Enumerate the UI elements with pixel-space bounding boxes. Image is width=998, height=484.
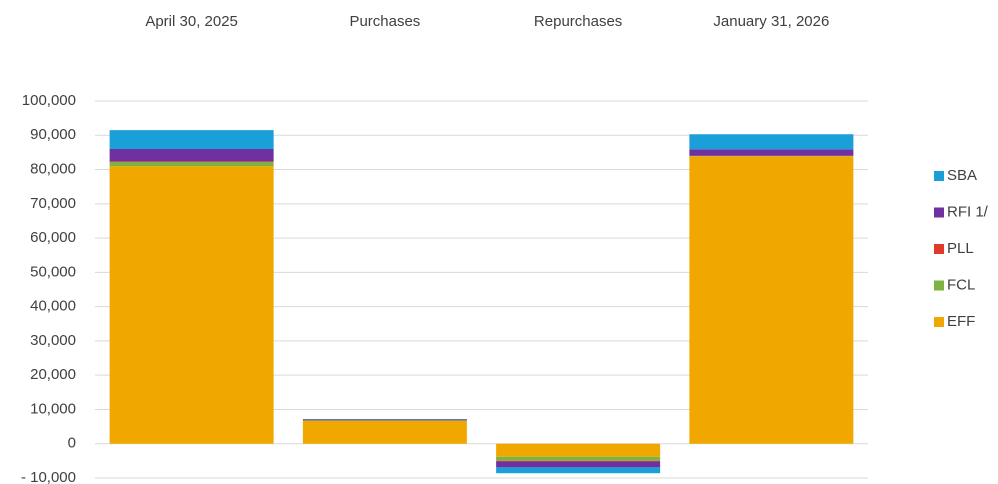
category-label: Repurchases [534, 13, 622, 30]
bar-segment [109, 162, 274, 167]
legend-label: FCL [947, 276, 975, 293]
legend-swatch [934, 280, 944, 291]
y-tick-label: - 10,000 [21, 469, 76, 484]
bar-segment [496, 460, 661, 462]
bar-segment [689, 134, 854, 150]
bar-segment [302, 419, 467, 421]
bar-segment [689, 156, 854, 444]
bar-segment [109, 166, 274, 444]
legend-swatch [934, 244, 944, 254]
y-tick-label: 20,000 [30, 366, 76, 383]
bar-segment [496, 461, 661, 468]
y-tick-label: 90,000 [30, 126, 76, 143]
category-label: Purchases [349, 13, 420, 30]
legend-swatch [934, 171, 944, 181]
legend-label: EFF [947, 313, 975, 330]
category-label: January 31, 2026 [713, 13, 829, 30]
bar-segment [109, 130, 274, 149]
bar-segment [109, 161, 274, 163]
legend-label: SBA [947, 167, 977, 184]
legend-label: PLL [947, 240, 974, 257]
bar-segment [302, 420, 467, 444]
legend-swatch [934, 207, 944, 218]
bar-segment [496, 456, 661, 461]
legend-swatch [934, 317, 944, 327]
y-tick-label: 10,000 [30, 400, 76, 417]
y-tick-label: 30,000 [30, 332, 76, 349]
y-tick-label: 60,000 [30, 229, 76, 246]
y-tick-label: 50,000 [30, 263, 76, 280]
y-tick-label: 70,000 [30, 195, 76, 212]
y-tick-label: 80,000 [30, 161, 76, 178]
y-tick-label: 100,000 [22, 92, 76, 109]
category-label: April 30, 2025 [145, 13, 238, 30]
y-tick-label: 0 [68, 435, 76, 452]
bar-segment [496, 443, 661, 457]
legend-label: RFI 1/ [947, 203, 989, 220]
bar-segment [689, 149, 854, 156]
y-tick-label: 40,000 [30, 298, 76, 315]
bar-segment [109, 148, 274, 162]
bar-segment [496, 467, 661, 474]
